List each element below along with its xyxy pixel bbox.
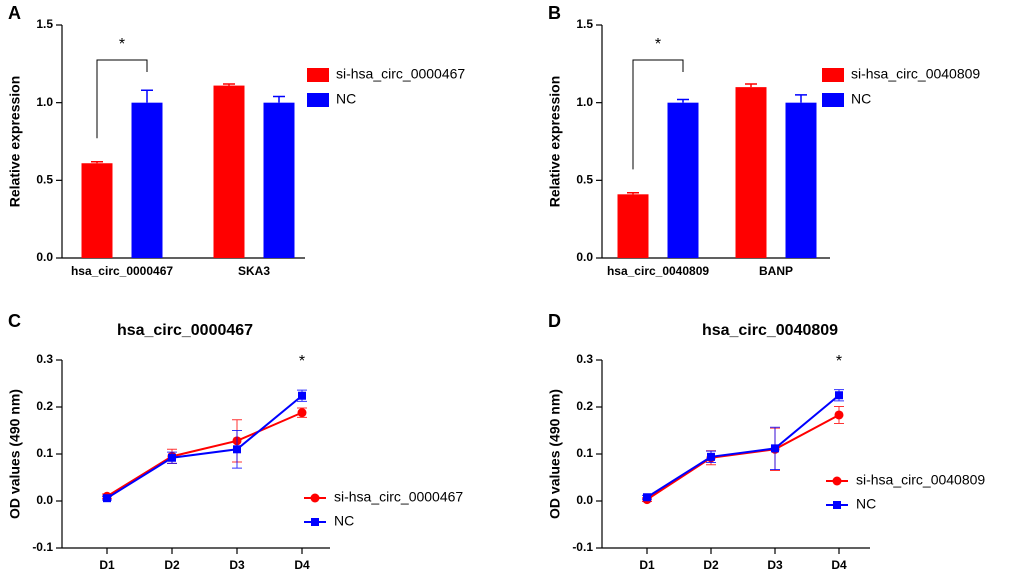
data-point <box>298 391 306 400</box>
data-point <box>103 494 111 503</box>
significance-bracket <box>632 59 684 170</box>
legend-marker <box>833 501 841 509</box>
panel-label: D <box>548 311 561 331</box>
legend-label: NC <box>856 496 876 512</box>
legend-label: NC <box>851 91 871 107</box>
y-tick-label: -0.1 <box>32 540 53 554</box>
series-line <box>646 414 840 501</box>
series-line <box>646 394 840 499</box>
data-point <box>643 493 651 502</box>
bar <box>785 102 817 259</box>
bar <box>617 194 649 258</box>
y-tick-label: 1.5 <box>576 17 593 31</box>
data-point <box>233 445 241 454</box>
y-tick-label: 1.0 <box>576 95 593 109</box>
y-tick-label: 0.0 <box>576 250 593 264</box>
legend-label: si-hsa_circ_0000467 <box>334 489 463 505</box>
y-tick-label: 0.0 <box>36 250 53 264</box>
y-tick-label: 0.2 <box>576 399 593 413</box>
y-tick-label: 0.0 <box>36 493 53 507</box>
data-point <box>707 452 715 461</box>
y-axis-label: OD values (490 nm) <box>7 389 23 519</box>
significance-mark: * <box>836 353 842 370</box>
legend-marker <box>311 518 319 526</box>
series-line <box>106 411 303 498</box>
x-tick-label: D3 <box>767 558 783 572</box>
y-tick-label: 1.5 <box>36 17 53 31</box>
y-tick-label: 0.0 <box>576 493 593 507</box>
error-bar <box>795 94 807 103</box>
error-bar <box>91 160 103 164</box>
bar <box>735 87 767 258</box>
y-tick-label: 0.3 <box>576 352 593 366</box>
bar <box>213 85 245 258</box>
significance-mark: * <box>655 36 661 53</box>
panel-label: A <box>8 3 21 23</box>
legend-marker <box>310 493 320 503</box>
y-tick-label: 0.2 <box>36 399 53 413</box>
error-bar <box>273 95 285 103</box>
y-tick-label: 0.1 <box>36 446 53 460</box>
x-tick-label: D2 <box>703 558 719 572</box>
error-bar <box>677 98 689 103</box>
legend-swatch <box>822 68 844 82</box>
error-bar <box>745 83 757 88</box>
x-tick-label: D2 <box>164 558 180 572</box>
data-point <box>835 391 843 400</box>
legend-swatch <box>822 93 844 107</box>
y-axis-label: Relative expression <box>547 76 563 208</box>
data-point <box>297 408 307 418</box>
bar <box>263 102 295 259</box>
legend-label: si-hsa_circ_0040809 <box>856 472 985 488</box>
y-axis-label: Relative expression <box>7 76 23 208</box>
x-tick-label: D1 <box>99 558 115 572</box>
y-axis-label: OD values (490 nm) <box>547 389 563 519</box>
y-tick-label: 1.0 <box>36 95 53 109</box>
x-tick-label: D4 <box>831 558 847 572</box>
chart-title: hsa_circ_0040809 <box>702 322 838 339</box>
panel-label: B <box>548 3 561 23</box>
x-tick-label: D3 <box>229 558 245 572</box>
legend-label: si-hsa_circ_0000467 <box>336 66 465 82</box>
significance-bracket <box>96 59 148 139</box>
bar <box>667 102 699 259</box>
x-tick-label: SKA3 <box>238 264 270 278</box>
panel-label: C <box>8 311 21 331</box>
data-point <box>771 444 779 453</box>
y-tick-label: 0.5 <box>36 173 53 187</box>
error-bar <box>141 89 153 103</box>
legend-marker <box>832 476 842 486</box>
bar <box>131 102 163 259</box>
data-point <box>168 453 176 462</box>
x-tick-label: BANP <box>759 264 793 278</box>
error-bar <box>627 192 639 195</box>
legend-swatch <box>307 68 329 82</box>
legend-label: NC <box>334 513 354 529</box>
legend-label: si-hsa_circ_0040809 <box>851 66 980 82</box>
x-tick-label: D4 <box>294 558 310 572</box>
x-tick-label: hsa_circ_0040809 <box>607 264 709 278</box>
significance-mark: * <box>119 36 125 53</box>
chart-title: hsa_circ_0000467 <box>117 322 253 339</box>
x-tick-label: hsa_circ_0000467 <box>71 264 173 278</box>
data-point <box>834 410 844 420</box>
x-tick-label: D1 <box>639 558 655 572</box>
legend-label: NC <box>336 91 356 107</box>
y-tick-label: 0.3 <box>36 352 53 366</box>
y-tick-label: 0.5 <box>576 173 593 187</box>
bar <box>81 163 113 258</box>
y-tick-label: -0.1 <box>572 540 593 554</box>
legend-swatch <box>307 93 329 107</box>
significance-mark: * <box>299 353 305 370</box>
series-line <box>106 394 303 500</box>
y-tick-label: 0.1 <box>576 446 593 460</box>
error-bar <box>223 83 235 86</box>
